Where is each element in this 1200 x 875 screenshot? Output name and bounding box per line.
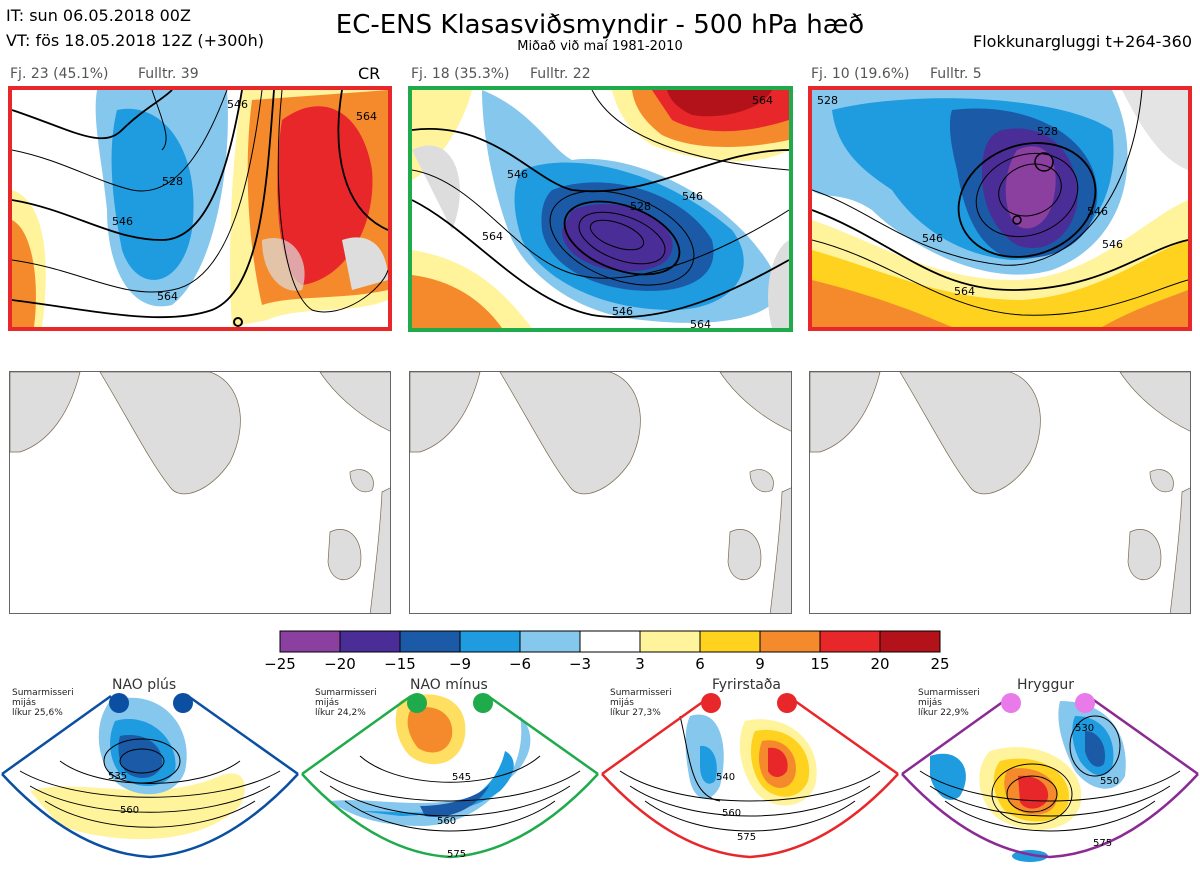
colorbar-tick-label: −25 (264, 655, 296, 673)
cluster-2-contour-label: 546 (612, 305, 633, 318)
regime-4-note: Sumarmisseri mijás líkur 22,9% (918, 688, 980, 718)
colorbar-cell (339, 630, 401, 653)
cluster-1-contour-label: 528 (162, 175, 183, 188)
colorbar-tick-label: 3 (635, 655, 645, 673)
regime-1-contour-label: 560 (120, 805, 139, 816)
cluster-1-count: Fj. 23 (45.1%) (10, 66, 109, 82)
colorbar-cell (699, 630, 761, 653)
regime-3-contour-label: 575 (737, 832, 756, 843)
cluster-2-contour-label: 564 (482, 230, 503, 243)
cluster-3-map: 528 546 546 564 546 528 (808, 86, 1192, 331)
colorbar-tick-label: 6 (695, 655, 705, 673)
regime-2-contour-label: 575 (447, 849, 466, 860)
colorbar-cell (759, 630, 821, 653)
colorbar-tick-label: 25 (930, 655, 950, 673)
regime-3-contour-label: 540 (716, 772, 735, 783)
regime-2-contour-label: 560 (437, 816, 456, 827)
regime-2-note: Sumarmisseri mijás líkur 24,2% (315, 688, 377, 718)
colorbar-tick-label: −9 (448, 655, 472, 673)
cluster-2-contour-label: 564 (752, 94, 773, 107)
colorbar-tick-label: −20 (324, 655, 356, 673)
cluster-3-count: Fj. 10 (19.6%) (811, 66, 910, 82)
cluster-2-contour-label: 564 (690, 318, 711, 328)
colorbar-cell (459, 630, 521, 653)
regime-2-title: NAO mínus (410, 677, 488, 693)
cluster-3-contour-label: 546 (922, 232, 943, 245)
colorbar-tick-label: 15 (810, 655, 830, 673)
colorbar-tick-label: −3 (568, 655, 592, 673)
cluster-2-contour-label: 546 (507, 168, 528, 181)
cluster-1-contour-label: 546 (112, 215, 133, 228)
cluster-2-map: 564 546 564 546 528 546 564 (408, 86, 793, 332)
cluster-1-contour-label: 564 (356, 110, 377, 123)
valid-time: VT: fös 18.05.2018 12Z (+300h) (6, 31, 264, 50)
cluster-3-contour-label: 528 (1037, 125, 1058, 138)
cluster-1-map: 528 546 564 546 564 (8, 86, 392, 331)
colorbar (279, 630, 941, 653)
cluster-3-contour-label: 546 (1102, 238, 1123, 251)
regime-4-contour-label: 530 (1075, 723, 1094, 734)
regime-4-title: Hryggur (1017, 677, 1074, 693)
regime-3-contour-label: 560 (722, 808, 741, 819)
empty-map-1 (9, 371, 391, 614)
regime-3-note: Sumarmisseri mijás líkur 27,3% (610, 688, 672, 718)
colorbar-cell (639, 630, 701, 653)
colorbar-cell (279, 630, 341, 653)
colorbar-tick-label: 20 (870, 655, 890, 673)
colorbar-tick-label: −6 (508, 655, 532, 673)
regime-ridge-map: 530 550 575 (901, 693, 1199, 862)
init-time: IT: sun 06.05.2018 00Z (6, 6, 191, 25)
regime-nao-plus-map: 535 560 (1, 693, 299, 859)
regime-4-contour-label: 575 (1093, 838, 1112, 849)
regime-2-contour-label: 545 (452, 772, 471, 783)
cluster-1-rep: Fulltr. 39 (138, 66, 199, 82)
colorbar-tick-label: 9 (755, 655, 765, 673)
regime-blocking-map: 540 560 575 (601, 693, 899, 859)
regime-row: 535 560 545 560 575 (0, 676, 1200, 871)
classification-window: Flokkunargluggi t+264-360 (973, 32, 1192, 51)
cluster-2-count: Fj. 18 (35.3%) (411, 66, 510, 82)
empty-map-3 (809, 371, 1191, 614)
cluster-2-contour-label: 546 (682, 190, 703, 203)
cluster-3-contour-label: 528 (817, 94, 838, 107)
regime-1-contour-label: 535 (108, 771, 127, 782)
colorbar-tick-label: −15 (384, 655, 416, 673)
cluster-3-contour-label: 546 (1087, 205, 1108, 218)
colorbar-cell (819, 630, 881, 653)
cluster-2-contour-label: 528 (630, 200, 651, 213)
regime-1-note: Sumarmisseri mijás líkur 25,6% (12, 688, 74, 718)
cluster-1-contour-label: 564 (157, 290, 178, 303)
colorbar-cell (519, 630, 581, 653)
colorbar-cell (579, 630, 641, 653)
page-subtitle: Miðað við maí 1981-2010 (517, 39, 683, 54)
regime-4-contour-label: 550 (1100, 776, 1119, 787)
cluster-1-contour-label: 546 (227, 98, 248, 111)
colorbar-cell (879, 630, 941, 653)
colorbar-cell (399, 630, 461, 653)
cluster-2-rep: Fulltr. 22 (530, 66, 591, 82)
regime-nao-minus-map: 545 560 575 (301, 693, 599, 860)
regime-3-title: Fyrirstaða (712, 677, 781, 693)
cluster-3-contour-label: 564 (954, 285, 975, 298)
cluster-3-rep: Fulltr. 5 (930, 66, 982, 82)
page-title: EC-ENS Klasasviðsmyndir - 500 hPa hæð (335, 10, 865, 40)
regime-1-title: NAO plús (112, 677, 177, 693)
cluster-1-tag: CR (358, 64, 381, 83)
empty-map-2 (409, 371, 792, 614)
